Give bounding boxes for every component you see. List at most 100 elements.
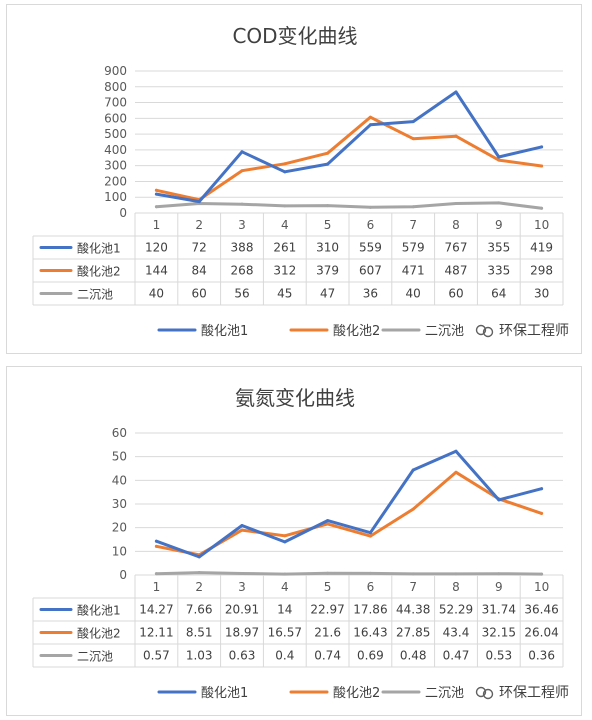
watermark-ring	[475, 686, 487, 698]
cod-data-point	[326, 204, 330, 208]
ammonia-data-point	[326, 571, 330, 575]
legend-label: 酸化池1	[201, 686, 248, 701]
ammonia-chart: 氨氮变化曲线 0 10 20 30 40 50 60 1 2 3 4 5 6 7 8 9 10 酸化池1 14.27 7…	[32, 386, 569, 701]
data-label: 261	[273, 241, 296, 255]
watermark-text: 环保工程师	[499, 323, 569, 339]
ammonia-data-point	[368, 571, 372, 575]
ammonia-data-point	[154, 572, 158, 576]
cod-data-point	[368, 115, 372, 119]
data-label: 31.74	[482, 603, 516, 617]
data-label: 40	[406, 287, 421, 301]
data-label: 43.4	[443, 626, 470, 640]
data-label: 0.4	[275, 649, 294, 663]
data-label: 0.36	[528, 649, 555, 663]
y-tick-label: 700	[104, 96, 127, 110]
data-label: 298	[530, 264, 553, 278]
data-label: 14.27	[139, 603, 173, 617]
y-tick-label: 100	[104, 190, 127, 204]
table-row-label: 酸化池2	[77, 264, 121, 279]
cod-data-point	[326, 162, 330, 166]
data-label: 30	[534, 287, 549, 301]
x-tick-label: 6	[367, 218, 375, 232]
data-label: 36	[363, 287, 378, 301]
data-label: 22.97	[310, 603, 344, 617]
data-label: 120	[145, 241, 168, 255]
y-tick-label: 50	[112, 450, 127, 464]
data-label: 0.74	[314, 649, 341, 663]
y-tick-label: 200	[104, 174, 127, 188]
cod-data-point	[411, 205, 415, 209]
data-label: 64	[491, 287, 506, 301]
ammonia-data-point	[497, 572, 501, 576]
data-label: 52.29	[439, 603, 473, 617]
x-tick-label: 1	[153, 580, 161, 594]
watermark-logo-icon	[475, 324, 494, 338]
cod-series-line-1	[154, 90, 544, 204]
x-tick-label: 1	[153, 218, 161, 232]
cod-data-point	[497, 155, 501, 159]
x-tick-label: 5	[324, 218, 332, 232]
watermark-ring	[482, 326, 494, 338]
data-label: 0.53	[485, 649, 512, 663]
data-label: 56	[234, 287, 249, 301]
cod-data-point	[240, 169, 244, 173]
y-tick-label: 20	[112, 521, 127, 535]
cod-data-point	[283, 170, 287, 174]
legend-label: 酸化池2	[333, 686, 380, 701]
data-label: 47	[320, 287, 335, 301]
data-label: 26.04	[524, 626, 558, 640]
data-label: 268	[231, 264, 254, 278]
data-label: 471	[402, 264, 425, 278]
ammonia-data-point	[368, 531, 372, 535]
watermark-logo-icon	[475, 686, 494, 700]
data-label: 14	[277, 603, 292, 617]
ammonia-data-point	[154, 544, 158, 548]
cod-data-point	[497, 158, 501, 162]
y-tick-label: 60	[112, 426, 127, 440]
data-label: 21.6	[314, 626, 341, 640]
cod-data-point	[197, 200, 201, 204]
data-label: 607	[359, 264, 382, 278]
watermark-ring	[482, 688, 494, 700]
table-row-label: 二沉池	[77, 650, 113, 664]
ammonia-data-point	[540, 487, 544, 491]
chart-title: 氨氮变化曲线	[235, 386, 355, 410]
ammonia-data-point	[454, 572, 458, 576]
data-label: 84	[192, 264, 207, 278]
data-label: 32.15	[482, 626, 516, 640]
cod-data-point	[154, 188, 158, 192]
data-label: 487	[445, 264, 468, 278]
y-tick-label: 900	[104, 64, 127, 78]
y-tick-label: 0	[119, 568, 127, 582]
data-label: 36.46	[524, 603, 558, 617]
data-label: 419	[530, 241, 553, 255]
data-label: 1.03	[186, 649, 213, 663]
data-label: 144	[145, 264, 168, 278]
data-label: 45	[277, 287, 292, 301]
ammonia-data-point	[326, 519, 330, 523]
data-label: 0.48	[400, 649, 427, 663]
cod-data-point	[411, 137, 415, 141]
x-tick-label: 2	[195, 580, 203, 594]
data-label: 8.51	[186, 626, 213, 640]
x-tick-label: 5	[324, 580, 332, 594]
y-tick-label: 300	[104, 159, 127, 173]
data-label: 0.47	[443, 649, 470, 663]
cod-data-point	[540, 164, 544, 168]
table-row-label: 酸化池1	[77, 603, 121, 618]
table-row-label: 酸化池1	[77, 241, 121, 256]
y-tick-label: 600	[104, 111, 127, 125]
cod-data-point	[368, 205, 372, 209]
ammonia-data-point	[283, 540, 287, 544]
cod-data-point	[497, 201, 501, 205]
ammonia-series-line-3	[154, 571, 544, 576]
ammonia-data-point	[283, 572, 287, 576]
cod-data-point	[454, 90, 458, 94]
ammonia-data-point	[411, 507, 415, 511]
watermark-ring	[475, 324, 487, 336]
ammonia-data-point	[283, 534, 287, 538]
cod-data-point	[240, 150, 244, 154]
cod-data-point	[540, 145, 544, 149]
x-tick-label: 10	[534, 218, 549, 232]
table-row-label: 二沉池	[77, 288, 113, 302]
